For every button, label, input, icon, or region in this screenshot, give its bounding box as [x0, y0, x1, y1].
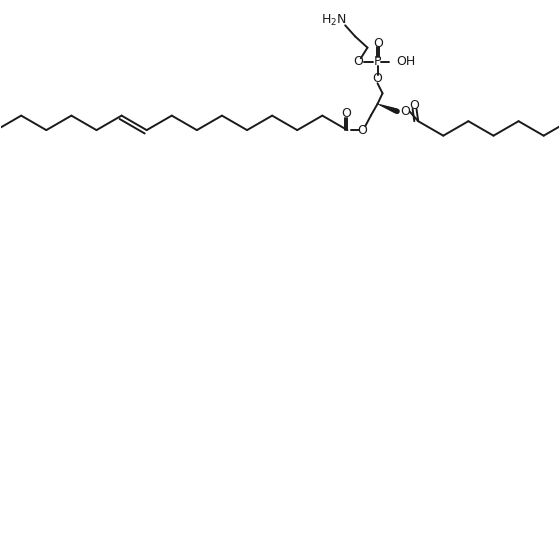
Text: O: O [400, 105, 410, 118]
Text: O: O [372, 72, 382, 85]
Text: O: O [353, 55, 363, 68]
Text: H$_2$N: H$_2$N [321, 13, 347, 29]
Text: O: O [409, 99, 419, 111]
Text: O: O [342, 108, 351, 120]
Text: OH: OH [396, 55, 415, 68]
Text: P: P [374, 55, 381, 68]
Text: O: O [357, 124, 367, 137]
Text: O: O [373, 37, 383, 50]
